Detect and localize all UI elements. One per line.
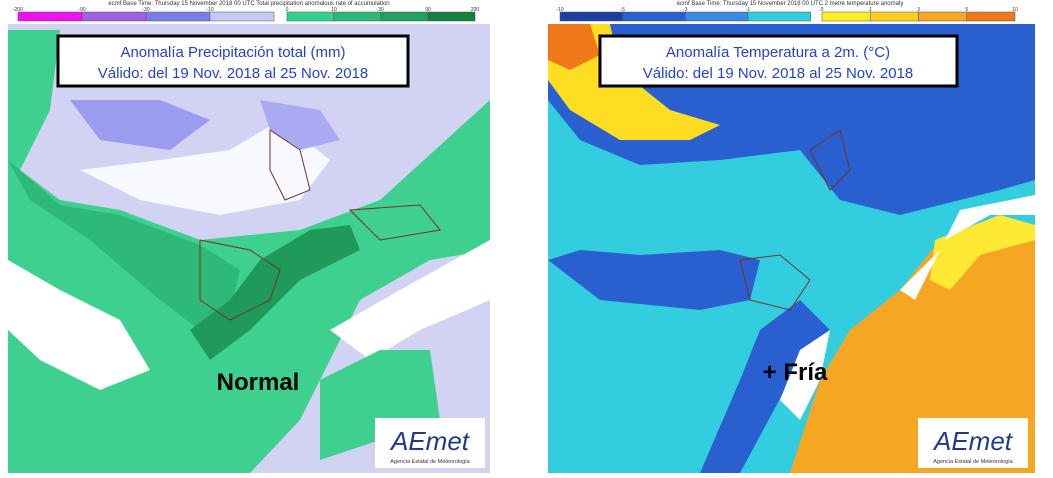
legend-swatch [17,11,83,22]
title-box [598,34,959,88]
legend-tick-label: -200 [13,7,23,13]
agency-name: Agencia Estatal de Meteorología [933,459,1013,465]
legend-swatch [966,11,1016,22]
legend-tick-label: 0 [286,7,289,13]
legend-tick-label: -10 [206,7,213,13]
legend-swatch [622,11,686,22]
precipitation-map [8,24,490,473]
legend-swatch [918,11,967,22]
temperature-map [548,24,1035,473]
legend-tick-label: -90 [78,7,85,13]
map-subtitle: Válido: del 19 Nov. 2018 al 25 Nov. 2018 [643,65,913,82]
legend-swatch [333,11,382,22]
legend-swatch [821,11,871,22]
map-label: + Fría [763,359,828,386]
legend-tick-label: 5 [965,7,968,13]
legend-tick-label: 0 [821,7,824,13]
agency-name: Agencia Estatal de Meteorología [390,459,470,465]
title-box [56,34,410,88]
legend-tick-label: -1 [746,7,751,13]
legend-tick-label: 1 [869,7,872,13]
legend-swatch [380,11,429,22]
legend-tick-label: -5 [620,7,625,13]
map-title: Anomalía Precipitación total (mm) [120,44,345,61]
legend-tick-label: 10 [1012,7,1018,13]
legend-tick-label: -3 [683,7,688,13]
legend-swatch [685,11,749,22]
legend-swatch [209,11,275,22]
legend-tick-label: -30 [142,7,149,13]
legend-swatch [286,11,335,22]
legend-swatch [145,11,211,22]
map-subtitle: Válido: del 19 Nov. 2018 al 25 Nov. 2018 [98,65,368,82]
legend-tick-label: 3 [917,7,920,13]
map-header: ecmf Base Time: Thursday 15 November 201… [677,1,904,7]
legend-tick-label: -10 [556,7,563,13]
map-header: ecmf Base Time: Thursday 15 November 201… [108,1,389,7]
map-title: Anomalía Temperatura a 2m. (°C) [666,44,890,61]
legend-swatch [747,11,811,22]
legend-tick-label: 90 [425,7,431,13]
legend-tick-label: 200 [471,7,480,13]
legend-swatch [559,11,623,22]
logo: AEmet [389,426,471,456]
map-label: Normal [217,369,300,396]
legend-tick-label: 30 [378,7,384,13]
legend-swatch [81,11,147,22]
logo: AEmet [932,426,1014,456]
legend-tick-label: 10 [331,7,337,13]
legend-swatch [427,11,476,22]
legend-swatch [870,11,919,22]
